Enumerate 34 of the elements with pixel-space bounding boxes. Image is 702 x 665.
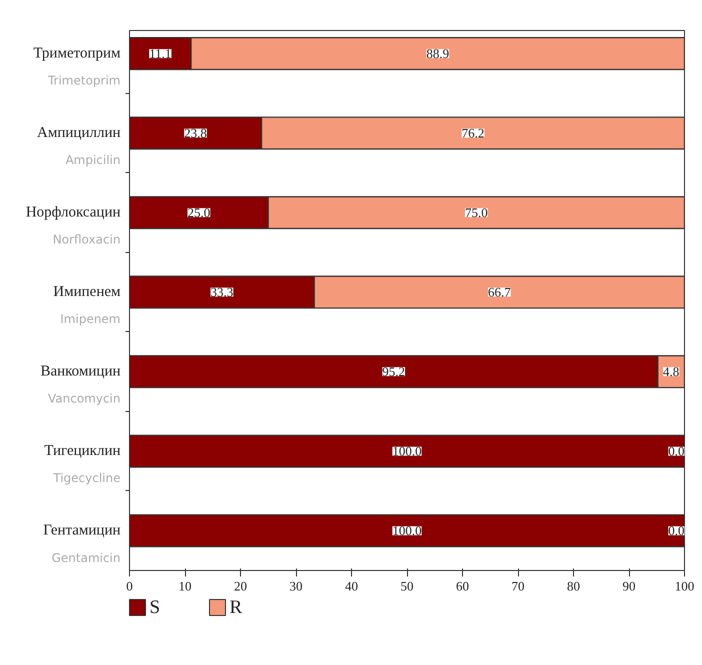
x-tick-label: 30	[290, 578, 302, 594]
category-label: Ванкомицин Vancomycin	[40, 364, 121, 406]
category-label: Имипенем Imipenem	[53, 284, 121, 326]
legend-label: S	[150, 597, 160, 618]
legend-label: R	[230, 597, 242, 618]
category-label: Норфлоксацин Norfloxacin	[26, 204, 121, 247]
data-label: 100.0	[392, 444, 422, 459]
x-tick-label: 60	[456, 578, 469, 594]
category-label: Ампициллин Ampicilin	[37, 125, 121, 168]
data-label: 100.0	[392, 523, 422, 538]
x-tick-label: 10	[178, 578, 192, 594]
x-tick-label: 100	[674, 578, 694, 594]
x-tick-label: 50	[400, 578, 414, 594]
category-label: Триметоприм Trimetoprim	[33, 46, 121, 88]
category-label: Тигециклин Tigecycline	[44, 443, 120, 486]
data-label: 88.9	[426, 46, 450, 62]
category-label: Гентамицин Gentamicin	[43, 522, 121, 565]
data-label: 11.1	[149, 46, 172, 62]
data-label: 66.7	[488, 284, 512, 300]
x-tick-label: 80	[567, 578, 580, 594]
x-tick-label: 90	[622, 578, 636, 594]
x-tick-label: 40	[345, 578, 358, 594]
x-tick-label: 0	[126, 578, 133, 594]
data-label: 95.2	[382, 364, 406, 380]
x-tick-label: 70	[512, 578, 524, 594]
x-tick-label: 20	[234, 578, 247, 594]
data-label: 75.0	[465, 205, 488, 220]
data-label: 0.0	[668, 444, 684, 459]
data-label: 4.8	[663, 364, 680, 380]
data-label: 25.0	[188, 205, 210, 220]
data-label: 76.2	[462, 126, 484, 141]
data-label: 33.3	[210, 284, 234, 300]
data-label: 23.8	[184, 126, 207, 141]
data-label: 0.0	[668, 523, 684, 538]
